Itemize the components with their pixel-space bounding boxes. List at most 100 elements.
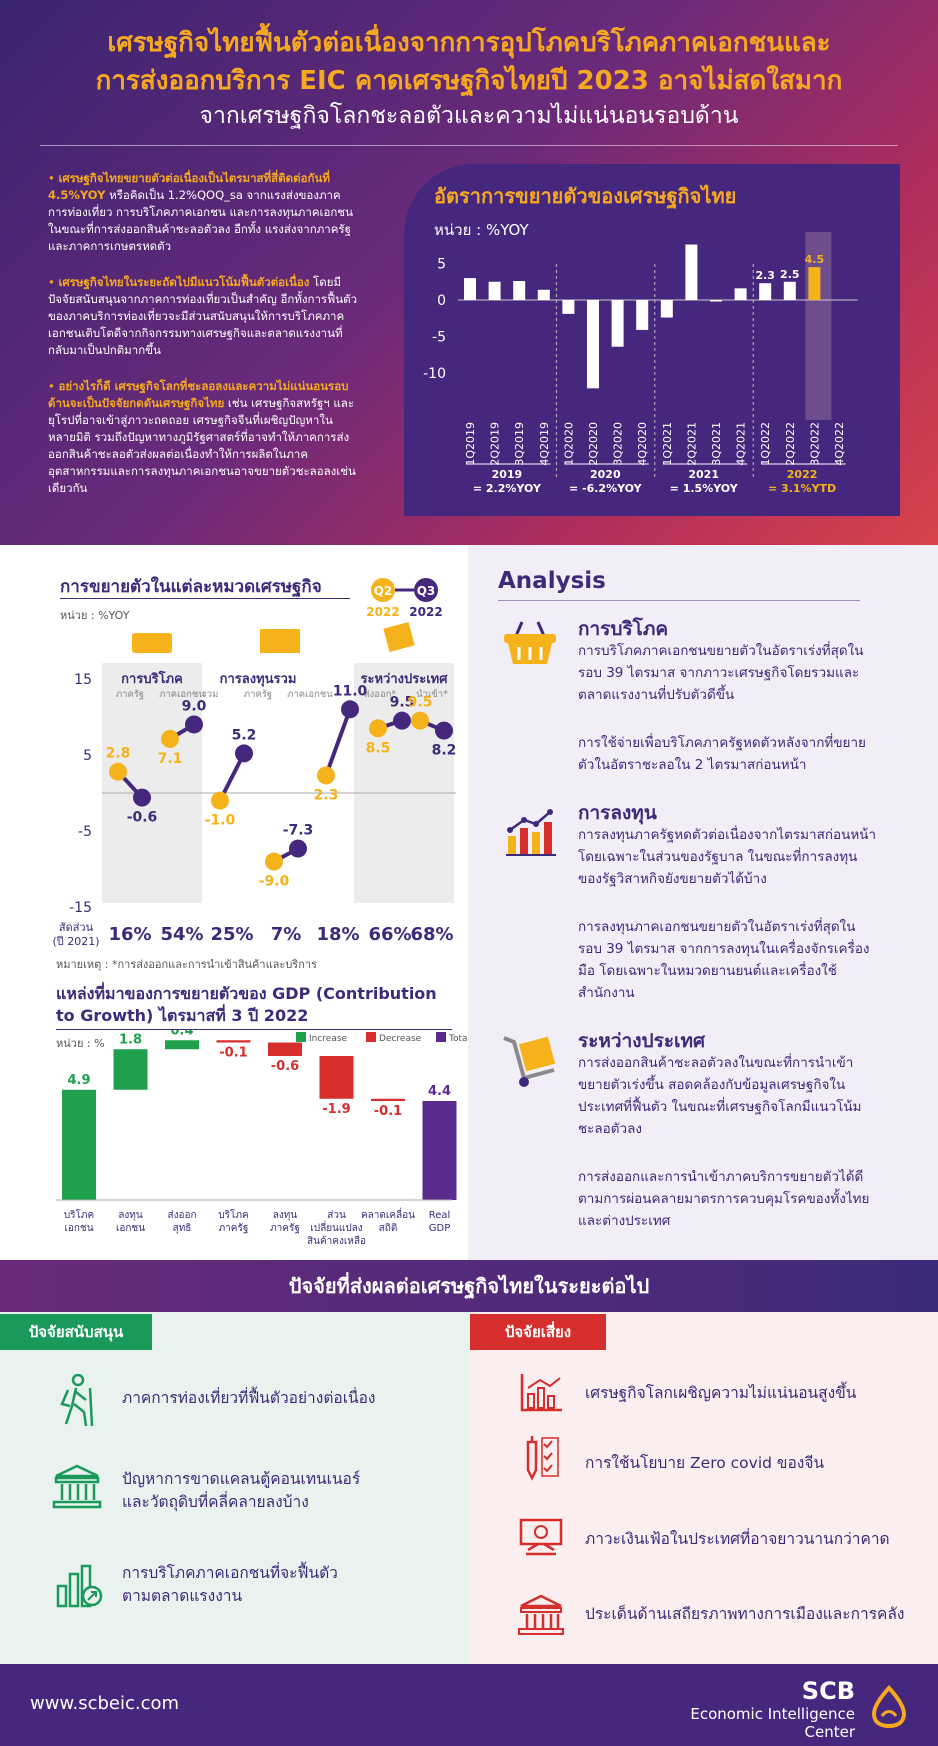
bar-2Q2020 bbox=[587, 300, 599, 389]
x-tick-label: 4Q2021 bbox=[735, 422, 748, 466]
q2-value-label: 7.1 bbox=[158, 751, 183, 767]
q3-point bbox=[235, 744, 253, 763]
y-tick-label: 5 bbox=[83, 748, 92, 764]
waterfall-bar bbox=[268, 1042, 302, 1056]
waterfall-title-underline bbox=[56, 1029, 452, 1030]
waterfall-title-line1: แหล่งที่มาของการขยายตัวของ GDP (Contribu… bbox=[56, 984, 437, 1003]
y-tick-label: -10 bbox=[423, 366, 446, 382]
x-tick-label: 4Q2019 bbox=[538, 422, 551, 466]
legend-q2-marker bbox=[371, 578, 395, 602]
risk-factor-3: ภาวะเงินเฟ้อในประเทศที่อาจยาวนานกว่าคาด bbox=[585, 1530, 890, 1548]
bar-4Q2021 bbox=[734, 288, 747, 300]
risk-factor-1: เศรษฐกิจโลกเผชิญความไม่แน่นอนสูงขึ้น bbox=[585, 1384, 857, 1402]
risk-factors-tag: ปัจจัยเสี่ยง bbox=[470, 1314, 606, 1350]
page-subtitle: จากเศรษฐกิจโลกชะลอตัวและความไม่แน่นอนรอบ… bbox=[199, 103, 739, 129]
waterfall-unit: หน่วย : % bbox=[56, 1037, 105, 1050]
subgroup-label: ส่งออก* bbox=[364, 689, 397, 700]
trolley-box-icon bbox=[503, 1036, 556, 1087]
share-value: 25% bbox=[210, 924, 253, 945]
x-tick-label: 3Q2020 bbox=[612, 422, 625, 466]
analysis-underline bbox=[498, 600, 860, 601]
q3-value-label: 8.2 bbox=[432, 743, 457, 759]
analysis-title: Analysis bbox=[498, 568, 606, 594]
q2-point bbox=[411, 711, 429, 730]
analysis-consumption-p2: การใช้จ่ายเพื่อบริโภคภาครัฐหดตัวหลังจากท… bbox=[578, 735, 866, 773]
bar-4Q2020 bbox=[636, 300, 649, 330]
waterfall-category: ลงทุน bbox=[273, 1210, 298, 1221]
brand-subtitle: Economic Intelligence Center bbox=[690, 1705, 855, 1741]
share-label: สัดส่วน bbox=[59, 921, 94, 934]
waterfall-bar bbox=[319, 1056, 354, 1099]
legend-q3-marker bbox=[414, 578, 438, 602]
bar-2Q2022 bbox=[783, 281, 796, 300]
investment-chart-icon bbox=[506, 809, 556, 856]
waterfall-value: -0.1 bbox=[374, 1104, 402, 1119]
annual-value: = 1.5%YOY bbox=[670, 482, 739, 495]
bar-4Q2019 bbox=[537, 289, 550, 300]
waterfall-value: 4.4 bbox=[428, 1084, 451, 1099]
divider bbox=[40, 145, 898, 146]
dumbbell-connector bbox=[324, 708, 352, 777]
support-factor-1: ภาคการท่องเที่ยวที่ฟื้นตัวอย่างต่อเนื่อง bbox=[122, 1389, 376, 1407]
waterfall-category: GDP bbox=[429, 1223, 450, 1234]
analysis-heading-consumption: การบริโภค bbox=[578, 618, 669, 640]
q3-value-label: -7.3 bbox=[283, 823, 314, 839]
legend-q3-year: 2022 bbox=[409, 605, 442, 619]
support-factors-tag: ปัจจัยสนับสนุน bbox=[0, 1314, 152, 1350]
bar-3Q2021 bbox=[710, 300, 722, 302]
annual-year: 2021 bbox=[688, 468, 719, 481]
legend-swatch bbox=[436, 1032, 446, 1042]
footer-brand: SCB Economic Intelligence Center bbox=[640, 1677, 855, 1741]
waterfall-category: เอกชน bbox=[64, 1223, 93, 1234]
waterfall-category: คลาดเคลื่อน bbox=[361, 1207, 415, 1221]
subgroup-label: ภาครัฐ bbox=[116, 689, 144, 700]
annual-year: 2022 bbox=[787, 468, 818, 481]
q2-point bbox=[265, 852, 283, 871]
investment-chart-icon bbox=[260, 629, 300, 653]
page-title-line2: การส่งออกบริการ EIC คาดเศรษฐกิจไทยปี 202… bbox=[95, 66, 843, 96]
x-tick-label: 2Q2020 bbox=[587, 422, 600, 466]
group-bg-consumption bbox=[102, 663, 202, 903]
x-tick-label: 2Q2022 bbox=[784, 422, 797, 466]
waterfall-category: บริโภค bbox=[218, 1208, 248, 1221]
bar-3Q2020 bbox=[611, 300, 624, 347]
legend-label: Increase bbox=[309, 1034, 348, 1044]
y-tick-label: 5 bbox=[437, 257, 446, 273]
growth-chart-icon bbox=[56, 1564, 103, 1608]
waterfall-bar bbox=[62, 1089, 96, 1200]
waterfall-category: ส่วน bbox=[327, 1210, 346, 1221]
waterfall-category: Real bbox=[429, 1210, 451, 1221]
bar-1Q2019 bbox=[464, 278, 476, 300]
factors-title: ปัจจัยที่ส่งผลต่อเศรษฐกิจไทยในระยะต่อไป bbox=[0, 1260, 938, 1312]
q2-point bbox=[161, 729, 179, 748]
page-title-line1: เศรษฐกิจไทยฟื้นตัวต่อเนื่องจากการอุปโภคบ… bbox=[107, 28, 831, 58]
money-icon bbox=[519, 1518, 563, 1556]
x-tick-label: 1Q2022 bbox=[759, 422, 772, 466]
q2-value-label: -1.0 bbox=[205, 813, 236, 829]
waterfall-value: 0.4 bbox=[170, 1030, 193, 1038]
group-bg-international bbox=[354, 663, 454, 903]
waterfall-bar bbox=[216, 1040, 251, 1043]
support-factor-3: การบริโภคภาคเอกชนที่จะฟื้นตัว ตามตลาดแรง… bbox=[122, 1564, 338, 1605]
q3-point bbox=[185, 715, 203, 734]
bar-2Q2021 bbox=[685, 244, 698, 300]
waterfall-title-line2: to Growth) ไตรมาสที่ 3 ปี 2022 bbox=[56, 1006, 309, 1025]
share-value: 66% bbox=[368, 924, 411, 945]
subgroup-label: รวม bbox=[202, 689, 219, 700]
subgroup-label: นำเข้า* bbox=[416, 689, 448, 700]
government-icon bbox=[518, 1594, 564, 1635]
x-tick-label: 2Q2019 bbox=[489, 422, 502, 466]
legend-swatch bbox=[366, 1032, 376, 1042]
analysis-investment-p2: การลงทุนภาคเอกชนขยายตัวในอัตราเร่งที่สุด… bbox=[578, 919, 870, 1001]
waterfall-category: ภาครัฐ bbox=[270, 1223, 300, 1234]
share-value: 54% bbox=[160, 924, 203, 945]
waterfall-bar bbox=[165, 1040, 199, 1050]
waterfall-category: สถิติ bbox=[379, 1223, 398, 1234]
data-label: 2.3 bbox=[755, 269, 775, 282]
footer-url[interactable]: www.scbeic.com bbox=[30, 1693, 180, 1714]
q2-point bbox=[109, 762, 127, 781]
waterfall-category: บริโภค bbox=[64, 1208, 94, 1221]
q2-point bbox=[317, 766, 335, 785]
annual-year: 2019 bbox=[492, 468, 523, 481]
x-tick-label: 1Q2019 bbox=[464, 422, 477, 466]
